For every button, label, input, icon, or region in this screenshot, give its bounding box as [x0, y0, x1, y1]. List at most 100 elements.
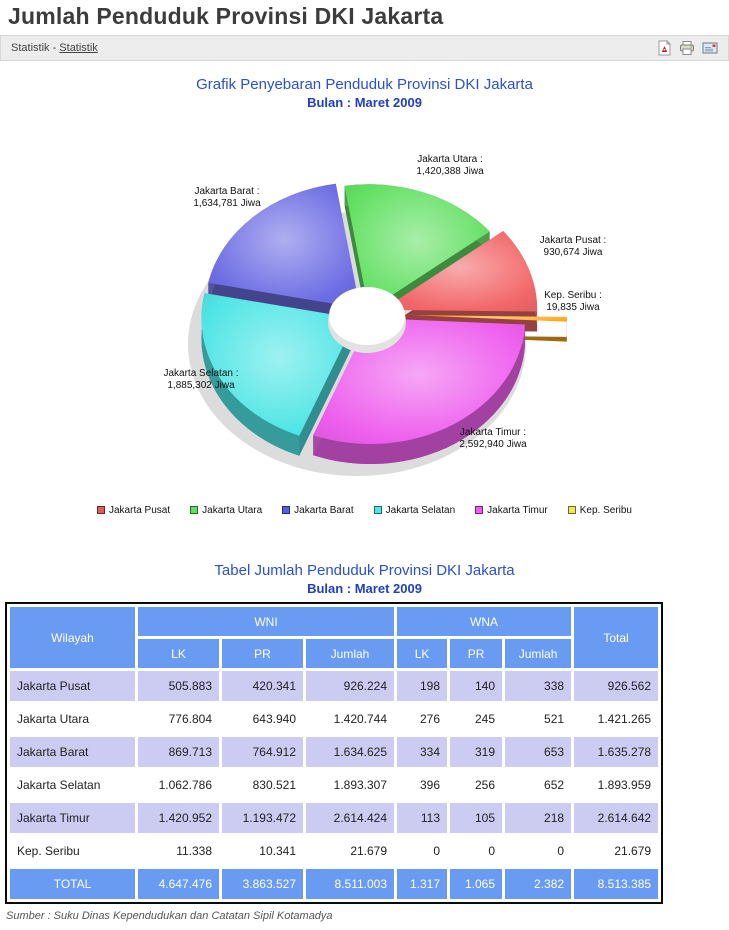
cell-wni-pr: 764.912: [222, 737, 303, 767]
pie-label-value: 1,885,302 Jiwa: [167, 380, 235, 391]
breadcrumb-bar: Statistik - Statistik: [0, 35, 729, 61]
legend-label: Jakarta Utara: [202, 504, 263, 516]
legend-label: Kep. Seribu: [579, 504, 632, 516]
pdf-icon[interactable]: [657, 40, 672, 56]
cell-wni-pr: 830.521: [222, 770, 303, 800]
print-icon[interactable]: [679, 40, 695, 56]
cell-wni-lk: 4.647.476: [138, 869, 219, 899]
pie-chart: Jakarta Utara : 1,420,388 Jiwa Jakarta P…: [0, 114, 729, 496]
legend-label: Jakarta Pusat: [108, 504, 171, 516]
cell-wni-lk: 776.804: [138, 704, 219, 734]
chart-legend: Jakarta Pusat Jakarta Utara Jakarta Bara…: [0, 502, 729, 518]
table-title: Tabel Jumlah Penduduk Provinsi DKI Jakar…: [214, 562, 515, 579]
toolbar-icons: [657, 40, 718, 56]
pie-label-text: Kep. Seribu :: [544, 290, 602, 301]
cell-wna-pr: 319: [450, 737, 503, 767]
legend-item-jakarta-utara: Jakarta Utara: [190, 505, 262, 516]
cell-total: 1.893.959: [574, 770, 659, 800]
cell-wilayah: Kep. Seribu: [10, 836, 135, 866]
cell-wni-lk: 11.338: [138, 836, 219, 866]
cell-wilayah: Jakarta Timur: [10, 803, 135, 833]
pie-label-jakarta-utara: Jakarta Utara : 1,420,388 Jiwa: [383, 154, 517, 178]
legend-swatch-icon: [373, 506, 382, 514]
pie-label-value: 1,420,388 Jiwa: [416, 166, 484, 177]
table-row-jakarta-timur: Jakarta Timur 1.420.952 1.193.472 2.614.…: [10, 803, 659, 833]
col-header-wilayah: Wilayah: [10, 607, 135, 668]
col-header-wni-lk: LK: [138, 639, 219, 668]
cell-wna-jumlah: 652: [505, 770, 572, 800]
source-note: Sumber : Suku Dinas Kependudukan dan Cat…: [6, 910, 333, 922]
cell-wna-lk: 113: [397, 803, 448, 833]
breadcrumb-separator: -: [49, 42, 60, 54]
table-row-jakarta-pusat: Jakarta Pusat 505.883 420.341 926.224 19…: [10, 671, 659, 701]
cell-total: 2.614.642: [574, 803, 659, 833]
cell-wna-jumlah: 653: [505, 737, 572, 767]
pie-label-kep-seribu: Kep. Seribu : 19,835 Jiwa: [518, 290, 628, 314]
legend-swatch-icon: [567, 506, 576, 514]
cell-wna-lk: 396: [397, 770, 448, 800]
cell-wni-jumlah: 2.614.424: [306, 803, 395, 833]
col-header-wna: WNA: [397, 607, 572, 636]
pie-label-text: Jakarta Selatan :: [163, 368, 239, 379]
cell-wna-lk: 276: [397, 704, 448, 734]
cell-wna-lk: 334: [397, 737, 448, 767]
col-header-wni: WNI: [138, 607, 395, 636]
legend-swatch-icon: [190, 506, 199, 514]
cell-wna-pr: 1.065: [450, 869, 503, 899]
legend-item-jakarta-selatan: Jakarta Selatan: [373, 504, 456, 516]
cell-wni-lk: 1.420.952: [138, 803, 219, 833]
pie-label-value: 1,634,781 Jiwa: [193, 198, 261, 209]
cell-wni-jumlah: 1.893.307: [306, 770, 395, 800]
cell-wni-jumlah: 1.420.744: [306, 704, 395, 734]
legend-label: Jakarta Selatan: [385, 504, 456, 516]
cell-wni-pr: 3.863.527: [222, 869, 303, 899]
col-header-wna-jumlah: Jumlah: [505, 639, 572, 668]
legend-swatch-icon: [282, 506, 291, 514]
col-header-wna-pr: PR: [450, 639, 503, 668]
table-row-kep-seribu: Kep. Seribu 11.338 10.341 21.679 0 0 0 2…: [10, 836, 659, 866]
cell-total: 926.562: [574, 671, 659, 701]
pie-label-value: 930,674 Jiwa: [543, 247, 603, 258]
page-title: Jumlah Penduduk Provinsi DKI Jakarta: [8, 3, 444, 29]
email-icon[interactable]: [702, 41, 718, 55]
pie-label-jakarta-selatan: Jakarta Selatan : 1,885,302 Jiwa: [130, 368, 272, 392]
cell-wni-pr: 420.341: [222, 671, 303, 701]
chart-title-block: Grafik Penyebaran Penduduk Provinsi DKI …: [0, 76, 729, 110]
cell-wni-lk: 505.883: [138, 671, 219, 701]
cell-wni-pr: 10.341: [222, 836, 303, 866]
legend-label: Jakarta Timur: [487, 504, 548, 516]
col-header-wna-lk: LK: [397, 639, 448, 668]
col-header-wni-pr: PR: [222, 639, 303, 668]
table-title-block: Tabel Jumlah Penduduk Provinsi DKI Jakar…: [0, 562, 729, 596]
pie-label-text: Jakarta Barat :: [194, 186, 260, 197]
cell-wna-jumlah: 521: [505, 704, 572, 734]
cell-wni-jumlah: 8.511.003: [306, 869, 395, 899]
cell-total: 21.679: [574, 836, 659, 866]
pie-label-value: 2,592,940 Jiwa: [459, 439, 527, 450]
table-row-jakarta-utara: Jakarta Utara 776.804 643.940 1.420.744 …: [10, 704, 659, 734]
table-header-row-1: Wilayah WNI WNA Total: [10, 607, 659, 668]
legend-swatch-icon: [475, 506, 484, 514]
col-header-total: Total: [574, 607, 659, 668]
cell-wni-pr: 643.940: [222, 704, 303, 734]
table-subtitle: Bulan : Maret 2009: [307, 581, 422, 596]
pie-label-text: Jakarta Timur :: [459, 427, 527, 438]
cell-wna-pr: 140: [450, 671, 503, 701]
breadcrumb-current-link[interactable]: Statistik: [59, 42, 98, 54]
legend-item-kep-seribu: Kep. Seribu: [567, 504, 632, 516]
cell-wna-lk: 0: [397, 836, 448, 866]
cell-wna-pr: 256: [450, 770, 503, 800]
table-row-jakarta-selatan: Jakarta Selatan 1.062.786 830.521 1.893.…: [10, 770, 659, 800]
cell-total: 8.513.385: [574, 869, 659, 899]
cell-wna-jumlah: 218: [505, 803, 572, 833]
pie-label-jakarta-pusat: Jakarta Pusat : 930,674 Jiwa: [513, 235, 633, 259]
cell-total: 1.421.265: [574, 704, 659, 734]
cell-wna-lk: 1.317: [397, 869, 448, 899]
cell-wilayah: Jakarta Selatan: [10, 770, 135, 800]
cell-wna-pr: 245: [450, 704, 503, 734]
table-row-total: TOTAL 4.647.476 3.863.527 8.511.003 1.31…: [10, 869, 659, 899]
cell-wni-lk: 1.062.786: [138, 770, 219, 800]
col-header-wni-jumlah: Jumlah: [306, 639, 395, 668]
cell-wni-pr: 1.193.472: [222, 803, 303, 833]
